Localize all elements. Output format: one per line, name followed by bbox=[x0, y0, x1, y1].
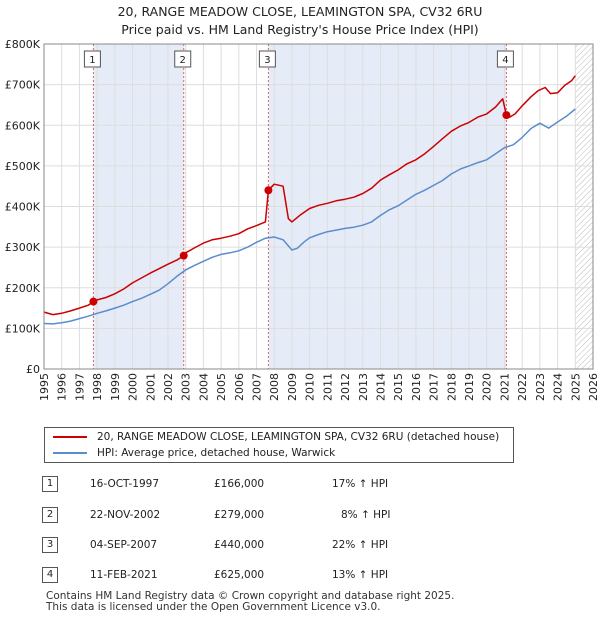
transaction-hpi-diff: 17% ↑ HPI bbox=[332, 478, 389, 490]
x-tick-label: 1995 bbox=[38, 373, 51, 401]
sale-number-box bbox=[496, 50, 514, 68]
chart-title: 20, RANGE MEADOW CLOSE, LEAMINGTON SPA, … bbox=[117, 4, 483, 19]
sale-number-label: 3 bbox=[264, 55, 270, 66]
sale-point bbox=[179, 251, 188, 260]
y-tick-label: £100K bbox=[5, 322, 41, 335]
x-tick-label: 2010 bbox=[304, 373, 317, 401]
transaction-number: 4 bbox=[42, 567, 58, 583]
sale-number-label: 1 bbox=[89, 55, 95, 66]
sale-number-label: 2 bbox=[180, 55, 186, 66]
transaction-number: 3 bbox=[42, 537, 58, 553]
transaction-row: 1 16-OCT-1997 £166,000 17% ↑ HPI bbox=[42, 476, 562, 494]
y-tick-label: £700K bbox=[5, 79, 41, 92]
transaction-price: £166,000 bbox=[214, 478, 265, 490]
legend-label-hpi: HPI: Average price, detached house, Warw… bbox=[97, 447, 336, 459]
x-tick-label: 1997 bbox=[73, 373, 86, 401]
x-tick-label: 2025 bbox=[569, 373, 582, 401]
transaction-price: £279,000 bbox=[214, 509, 265, 521]
hpi-line bbox=[43, 108, 576, 325]
y-tick-label: £400K bbox=[5, 201, 41, 214]
x-tick-label: 2019 bbox=[463, 373, 476, 401]
transaction-date: 16-OCT-1997 bbox=[90, 478, 159, 490]
x-tick-label: 2011 bbox=[321, 373, 334, 401]
x-tick-label: 2002 bbox=[162, 373, 175, 401]
y-tick-label: £0 bbox=[26, 363, 40, 376]
legend-item-hpi: HPI: Average price, detached house, Warw… bbox=[53, 446, 335, 460]
y-tick-label: £600K bbox=[5, 119, 41, 132]
x-tick-label: 2009 bbox=[286, 373, 299, 401]
y-tick-label: £200K bbox=[5, 282, 41, 295]
x-tick-label: 2024 bbox=[552, 373, 565, 401]
x-tick-label: 2026 bbox=[587, 373, 600, 401]
x-tick-label: 2012 bbox=[339, 373, 352, 401]
x-tick-label: 2000 bbox=[127, 373, 140, 401]
transaction-row: 4 11-FEB-2021 £625,000 13% ↑ HPI bbox=[42, 567, 562, 585]
sale-number-box bbox=[83, 50, 101, 68]
transaction-date: 04-SEP-2007 bbox=[90, 539, 158, 551]
legend-label-property: 20, RANGE MEADOW CLOSE, LEAMINGTON SPA, … bbox=[97, 431, 500, 443]
sale-number-box bbox=[174, 50, 192, 68]
transaction-hpi-diff: 8% ↑ HPI bbox=[341, 509, 391, 521]
legend-swatch-hpi bbox=[53, 452, 87, 454]
x-tick-label: 1996 bbox=[56, 373, 69, 401]
x-tick-label: 2007 bbox=[251, 373, 264, 401]
y-tick-label: £500K bbox=[5, 160, 41, 173]
y-tick-label: £800K bbox=[5, 38, 41, 51]
sale-point bbox=[264, 186, 273, 195]
transaction-hpi-diff: 22% ↑ HPI bbox=[332, 539, 389, 551]
transaction-date: 11-FEB-2021 bbox=[90, 569, 158, 581]
transaction-number: 2 bbox=[42, 507, 58, 523]
x-tick-label: 2004 bbox=[197, 373, 210, 401]
x-tick-label: 2018 bbox=[445, 373, 458, 401]
sale-point bbox=[502, 111, 511, 120]
legend-swatch-property bbox=[53, 436, 87, 438]
x-tick-label: 1998 bbox=[91, 373, 104, 401]
chart-legend: 20, RANGE MEADOW CLOSE, LEAMINGTON SPA, … bbox=[44, 427, 514, 463]
plot-border bbox=[43, 43, 594, 370]
x-tick-label: 2008 bbox=[268, 373, 281, 401]
sale-number-box bbox=[258, 50, 276, 68]
x-tick-label: 2015 bbox=[392, 373, 405, 401]
x-tick-label: 2003 bbox=[180, 373, 193, 401]
legend-item-property: 20, RANGE MEADOW CLOSE, LEAMINGTON SPA, … bbox=[53, 430, 499, 444]
sale-point bbox=[89, 297, 98, 306]
footer-notice: Contains HM Land Registry data © Crown c… bbox=[46, 591, 454, 613]
transaction-row: 2 22-NOV-2002 £279,000 8% ↑ HPI bbox=[42, 507, 562, 525]
y-tick-label: £300K bbox=[5, 241, 41, 254]
transaction-hpi-diff: 13% ↑ HPI bbox=[332, 569, 389, 581]
x-tick-label: 2013 bbox=[357, 373, 370, 401]
x-tick-label: 2001 bbox=[144, 373, 157, 401]
x-tick-label: 2005 bbox=[215, 373, 228, 401]
x-tick-label: 2022 bbox=[516, 373, 529, 401]
x-tick-label: 2017 bbox=[428, 373, 441, 401]
x-tick-label: 2023 bbox=[534, 373, 547, 401]
x-tick-label: 2021 bbox=[498, 373, 511, 401]
x-tick-label: 1999 bbox=[109, 373, 122, 401]
sale-number-label: 4 bbox=[502, 55, 508, 66]
transaction-row: 3 04-SEP-2007 £440,000 22% ↑ HPI bbox=[42, 537, 562, 555]
transaction-price: £625,000 bbox=[214, 569, 265, 581]
transaction-number: 1 bbox=[42, 476, 58, 492]
footer-line-1: Contains HM Land Registry data © Crown c… bbox=[46, 590, 455, 602]
x-tick-label: 2014 bbox=[374, 373, 387, 401]
transaction-date: 22-NOV-2002 bbox=[90, 509, 161, 521]
x-tick-label: 2006 bbox=[233, 373, 246, 401]
footer-line-2: This data is licensed under the Open Gov… bbox=[46, 601, 381, 613]
x-tick-label: 2016 bbox=[410, 373, 423, 401]
property-price-line bbox=[43, 75, 576, 316]
x-tick-label: 2020 bbox=[481, 373, 494, 401]
chart-subtitle: Price paid vs. HM Land Registry's House … bbox=[121, 22, 479, 37]
transaction-price: £440,000 bbox=[214, 539, 265, 551]
price-chart: 1 2 3 4 £0 £100K £200K £300K £400K £500K £600K £700… bbox=[5, 38, 600, 401]
